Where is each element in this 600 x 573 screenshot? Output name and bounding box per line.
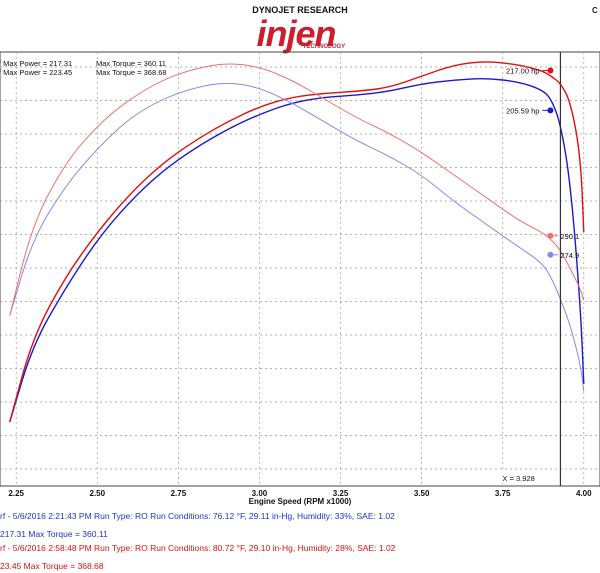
summary-torque-2: Max Torque = 368.68 [96,68,167,77]
series-line-blue_torque [9,82,585,392]
series-markers: 205.59 hp 217.00 hp 274.9 290.1 [506,67,579,260]
x-axis-label: Engine Speed (RPM x1000) [249,497,352,506]
footer-run2-max: 23.45 Max Torque = 368.68 [0,561,104,571]
series-line-red_power [9,61,585,423]
x-tick-label-2: 2.75 [171,489,187,498]
marker-label-blue_power: 205.59 hp [506,106,539,115]
grid [0,52,600,486]
injen-logo-text: injen [256,13,335,54]
injen-logo-sub: TECHNOLOGY [303,44,346,50]
x-tick-label-7: 4.00 [576,489,592,498]
summary-torque-1: Max Torque = 360.11 [96,59,166,68]
corner-label: C [592,6,598,15]
x-tick-label-4: 3.25 [333,489,349,498]
marker-label-blue_torque: 274.9 [560,251,579,260]
footer-run2: rf - 5/6/2016 2:58:48 PM Run Type: RO Ru… [0,543,396,553]
x-tick-label-5: 3.50 [414,489,430,498]
x-tick-labels: 2.25 2.50 2.75 3.00 3.25 3.50 3.75 4.00 [8,489,592,498]
summary-power-2: f Max Power = 223.45 [0,68,72,77]
x-tick-label-6: 3.75 [495,489,511,498]
cursor-label-box [498,472,559,483]
injen-logo: injen TECHNOLOGY [256,13,346,54]
summary-power-1: f Max Power = 217.31 [0,59,72,68]
marker-label-red_power: 217.00 hp [506,67,539,76]
marker-label-red_torque: 290.1 [560,232,579,241]
x-tick-label-0: 2.25 [8,489,24,498]
x-tick-label-1: 2.50 [90,489,106,498]
footer-run1-max: 217.31 Max Torque = 360.11 [0,529,108,539]
cursor-label: X = 3.928 [502,474,534,483]
x-tick-label-3: 3.00 [252,489,268,498]
series-line-blue_power [9,78,585,423]
plot-frame [0,51,600,487]
series-layer [9,61,585,423]
research-title: DYNOJET RESEARCH [252,5,348,15]
footer-run1: rf - 5/6/2016 2:21:43 PM Run Type: RO Ru… [0,511,395,521]
